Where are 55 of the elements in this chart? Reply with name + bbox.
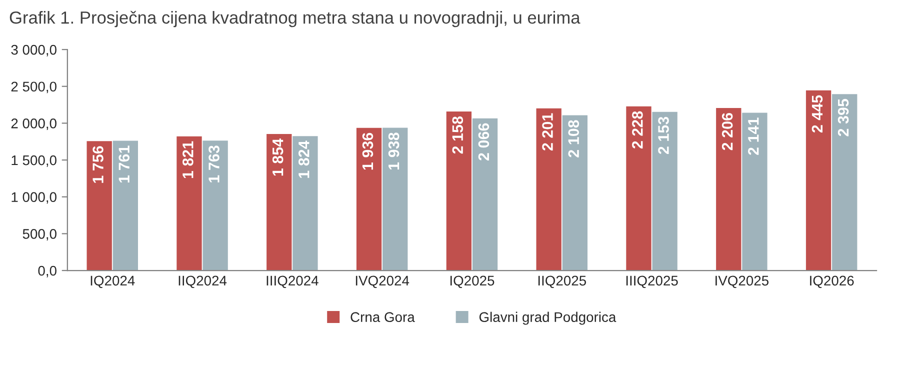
data-label: 2 395 — [838, 98, 849, 136]
chart-title: Grafik 1. Prosječna cijena kvadratnog metra stana u novogradnji, u eurima — [10, 10, 580, 28]
data-label: 2 108 — [568, 120, 580, 158]
bar — [176, 136, 202, 271]
bar — [202, 140, 228, 271]
data-label: 1 854 — [272, 138, 284, 176]
data-label: 2 158 — [452, 116, 464, 154]
data-label: 1 824 — [298, 140, 310, 178]
bar — [562, 115, 588, 271]
legend-label: Crna Gora — [350, 312, 415, 322]
data-label: 1 761 — [118, 146, 130, 182]
data-label: 1 938 — [388, 132, 400, 170]
y-tick-label: 2 500,0 — [11, 82, 56, 94]
bar — [626, 106, 652, 271]
data-label: 1 821 — [182, 141, 194, 178]
x-tick-label: IIIQ2024 — [266, 276, 318, 288]
bar — [112, 140, 138, 271]
bar — [536, 108, 562, 271]
bar — [86, 141, 112, 271]
data-label: 2 141 — [748, 118, 759, 155]
x-tick-label: IVQ2024 — [356, 276, 410, 288]
bar — [472, 118, 498, 271]
data-label: 1 756 — [92, 146, 104, 183]
x-tick-label: IIQ2024 — [178, 276, 227, 288]
x-tick-label: IIQ2025 — [538, 276, 586, 288]
y-tick-label: 1 000,0 — [12, 192, 56, 204]
y-tick-label: 0,0 — [38, 266, 56, 278]
bar — [382, 128, 408, 271]
bar — [806, 90, 832, 271]
x-tick-label: IQ2025 — [450, 276, 494, 288]
bar — [652, 112, 678, 271]
data-label: 2 445 — [812, 95, 823, 133]
data-label: 2 228 — [632, 111, 643, 149]
data-label: 1 936 — [362, 132, 374, 170]
data-label: 2 066 — [478, 123, 490, 160]
x-tick-label: IQ2024 — [90, 276, 135, 288]
legend-label: Glavni grad Podgorica — [479, 312, 616, 325]
y-tick-label: 3 000,0 — [11, 44, 56, 56]
y-tick-label: 500,0 — [22, 229, 56, 240]
bar — [716, 108, 742, 271]
bar — [266, 134, 292, 271]
x-tick-label: IIIQ2025 — [626, 276, 678, 288]
y-tick-label: 2 000,0 — [11, 118, 56, 130]
x-tick-label: IVQ2025 — [716, 276, 769, 288]
x-tick-label: IQ2026 — [810, 276, 854, 288]
bar — [356, 128, 382, 271]
bar — [742, 112, 768, 271]
bar — [446, 112, 472, 271]
data-label: 2 201 — [542, 113, 553, 150]
bar — [292, 136, 318, 271]
data-label: 2 206 — [722, 112, 733, 150]
data-label: 2 153 — [658, 116, 669, 154]
bar — [832, 94, 858, 271]
y-tick-label: 1 500,0 — [12, 155, 56, 167]
data-label: 1 763 — [208, 146, 220, 182]
